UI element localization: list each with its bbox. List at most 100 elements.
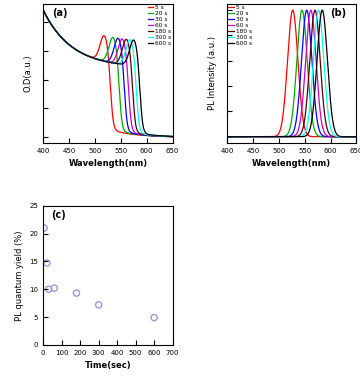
30 s (305, 8, 309, 13)
30 s (139, 132, 143, 137)
30 s (41, 8, 45, 13)
5 s (283, 86, 288, 91)
Legend: 5 s, 20 s, 30 s, 60 s, 180 s, 300 s, 600 s: 5 s, 20 s, 30 s, 60 s, 180 s, 300 s, 600… (228, 5, 252, 46)
60 s (139, 132, 143, 137)
5 s (258, 135, 262, 139)
X-axis label: Wavelength(nm): Wavelength(nm) (252, 160, 331, 168)
Line: 600 s: 600 s (227, 10, 356, 137)
Text: (c): (c) (51, 210, 66, 220)
20 s (354, 135, 359, 139)
20 s (301, 13, 306, 17)
Y-axis label: PL Intensity (a.u.): PL Intensity (a.u.) (208, 36, 217, 110)
Point (51, 285, 57, 291)
600 s (258, 135, 262, 139)
600 s (171, 134, 175, 139)
600 s (74, 48, 78, 52)
600 s (127, 47, 132, 52)
Line: 5 s: 5 s (227, 10, 356, 137)
60 s (258, 135, 262, 139)
5 s (225, 135, 229, 139)
60 s (311, 25, 316, 29)
60 s (171, 134, 175, 139)
20 s (41, 8, 45, 13)
30 s (301, 33, 305, 38)
60 s (74, 48, 78, 52)
Line: 30 s: 30 s (43, 10, 173, 136)
180 s (225, 135, 229, 139)
180 s (283, 135, 288, 139)
300 s (64, 40, 68, 44)
180 s (41, 8, 45, 13)
Line: 5 s: 5 s (43, 10, 173, 137)
Line: 180 s: 180 s (227, 10, 356, 137)
Point (46, 286, 51, 292)
30 s (225, 135, 229, 139)
60 s (225, 135, 229, 139)
300 s (248, 135, 252, 139)
20 s (311, 124, 316, 128)
Point (151, 315, 157, 321)
600 s (64, 40, 68, 44)
180 s (64, 40, 68, 44)
30 s (311, 83, 316, 87)
600 s (301, 134, 305, 139)
5 s (64, 40, 68, 44)
Line: 300 s: 300 s (227, 10, 356, 137)
180 s (301, 125, 305, 129)
Line: 60 s: 60 s (43, 10, 173, 136)
30 s (74, 48, 78, 52)
Line: 300 s: 300 s (43, 10, 173, 136)
180 s (354, 135, 359, 139)
Line: 180 s: 180 s (43, 10, 173, 136)
Text: (a): (a) (52, 8, 68, 18)
300 s (41, 8, 45, 13)
20 s (139, 133, 143, 137)
30 s (127, 129, 132, 133)
600 s (117, 62, 122, 66)
20 s (74, 48, 78, 52)
600 s (323, 21, 327, 25)
5 s (127, 132, 132, 136)
20 s (64, 40, 68, 44)
60 s (41, 8, 45, 13)
300 s (301, 133, 305, 138)
600 s (139, 98, 143, 103)
20 s (300, 8, 304, 13)
30 s (248, 135, 252, 139)
300 s (171, 134, 175, 139)
20 s (323, 135, 327, 139)
180 s (258, 135, 262, 139)
Line: 60 s: 60 s (227, 10, 356, 137)
300 s (283, 135, 288, 139)
60 s (64, 40, 68, 44)
600 s (248, 135, 252, 139)
60 s (354, 135, 359, 139)
60 s (301, 91, 305, 96)
20 s (248, 135, 252, 139)
5 s (291, 8, 295, 13)
30 s (258, 135, 262, 139)
5 s (74, 48, 78, 52)
Line: 30 s: 30 s (227, 10, 356, 137)
Line: 600 s: 600 s (43, 10, 173, 136)
300 s (74, 48, 78, 52)
Text: (b): (b) (330, 8, 347, 18)
30 s (354, 135, 359, 139)
300 s (139, 128, 143, 132)
5 s (301, 120, 306, 124)
300 s (354, 135, 359, 139)
5 s (139, 133, 143, 138)
30 s (283, 135, 288, 139)
180 s (139, 132, 143, 136)
180 s (313, 8, 317, 13)
180 s (311, 14, 316, 18)
Point (41, 225, 47, 231)
180 s (323, 112, 327, 117)
60 s (117, 42, 122, 46)
60 s (248, 135, 252, 139)
Legend: 5 s, 20 s, 30 s, 60 s, 180 s, 300 s, 600 s: 5 s, 20 s, 30 s, 60 s, 180 s, 300 s, 600… (148, 5, 171, 46)
300 s (311, 58, 316, 63)
X-axis label: Time(sec): Time(sec) (85, 361, 131, 370)
20 s (100, 58, 104, 62)
Y-axis label: O.D(a.u.): O.D(a.u.) (24, 55, 33, 92)
